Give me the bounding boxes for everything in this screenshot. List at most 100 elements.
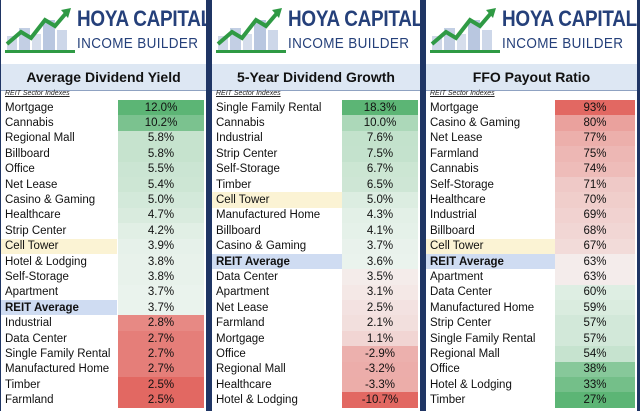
sector-value-cell: 10.0% — [342, 115, 418, 131]
sector-name: Industrial — [430, 209, 477, 222]
brand-header: HOYA CAPITAL INCOME BUILDER — [212, 0, 420, 62]
table-row: Manufactured Home 4.3% — [212, 207, 420, 224]
panel-title: 5-Year Dividend Growth — [212, 64, 420, 91]
sector-name: Timber — [5, 378, 41, 391]
sector-name: Data Center — [430, 286, 493, 299]
table-row: Office 38% — [426, 361, 637, 378]
table-row: Manufactured Home 59% — [426, 300, 637, 316]
brand-name: HOYA CAPITAL — [288, 6, 420, 31]
sector-name: Casino & Gaming — [216, 240, 307, 253]
brand-header: HOYA CAPITAL INCOME BUILDER — [1, 0, 206, 62]
sector-name: Hotel & Lodging — [5, 255, 87, 268]
sector-value-cell: 5.8% — [118, 146, 204, 162]
sector-name: Self-Storage — [430, 178, 494, 191]
table-row: Data Center 3.5% — [212, 269, 420, 285]
sector-value-cell: 54% — [555, 346, 635, 362]
table-row: Casino & Gaming 3.7% — [212, 238, 420, 254]
panel-ffo-payout: HOYA CAPITAL INCOME BUILDER FFO Payout R… — [426, 0, 637, 411]
sector-name: Single Family Rental — [430, 332, 536, 345]
sector-name: Billboard — [5, 147, 50, 160]
sector-name: Manufactured Home — [430, 301, 535, 314]
sector-value-cell: 7.6% — [342, 130, 418, 147]
sector-value-cell: 63% — [555, 269, 635, 285]
sector-value-cell: -3.2% — [342, 361, 418, 378]
sector-value-cell: 1.1% — [342, 330, 418, 347]
sector-name: Healthcare — [430, 194, 486, 207]
table-row: Self-Storage 6.7% — [212, 161, 420, 177]
table-row: Timber 2.5% — [1, 377, 206, 393]
sector-name: Cannabis — [216, 117, 265, 130]
sector-value-cell: 68% — [555, 223, 635, 239]
panel-dividend-growth: HOYA CAPITAL INCOME BUILDER 5-Year Divid… — [212, 0, 420, 411]
table-row: Healthcare -3.3% — [212, 377, 420, 393]
sector-value-cell: 7.5% — [342, 146, 418, 162]
table-row: Office 5.5% — [1, 161, 206, 177]
sector-name: Regional Mall — [5, 132, 75, 145]
table-row: Single Family Rental 18.3% — [212, 100, 420, 116]
sector-name: REIT Average — [426, 253, 556, 270]
sector-value-cell: 4.7% — [118, 207, 204, 224]
sector-value-cell: 2.7% — [118, 361, 204, 378]
brand-tagline: INCOME BUILDER — [77, 35, 199, 52]
table-row: Mortgage 93% — [426, 100, 637, 116]
table-row: Single Family Rental 2.7% — [1, 346, 206, 362]
sector-value-cell: 59% — [555, 300, 635, 316]
table-row: REIT Average 3.7% — [1, 300, 206, 316]
table-row: Farmland 2.1% — [212, 315, 420, 331]
sector-value-cell: 60% — [555, 284, 635, 301]
sector-name: Farmland — [216, 317, 265, 330]
table-row: Apartment 63% — [426, 269, 637, 285]
table-row: Self-Storage 71% — [426, 176, 637, 193]
table-row: REIT Average 63% — [426, 253, 637, 270]
sector-value-cell: 2.5% — [118, 377, 204, 393]
sector-value-cell: 10.2% — [118, 115, 204, 131]
logo-icon — [216, 8, 286, 53]
sector-value-cell: 63% — [555, 253, 635, 270]
sector-index-caption: REIT Sector Indexes — [5, 90, 70, 97]
sector-name: Apartment — [430, 270, 484, 283]
table-row: Industrial 69% — [426, 207, 637, 224]
sector-value-cell: 5.4% — [118, 176, 204, 193]
logo-icon — [430, 8, 500, 53]
brand-header: HOYA CAPITAL INCOME BUILDER — [426, 0, 637, 62]
sector-name: Industrial — [5, 317, 52, 330]
sector-value-cell: -2.9% — [342, 346, 418, 362]
sector-name: Self-Storage — [5, 270, 69, 283]
sector-name: Manufactured Home — [5, 363, 110, 376]
table-row: Hotel & Lodging -10.7% — [212, 392, 420, 408]
table-row: Apartment 3.1% — [212, 284, 420, 301]
sector-value-cell: 93% — [555, 100, 635, 116]
sector-value-cell: 3.8% — [118, 269, 204, 285]
sector-value-cell: 2.5% — [342, 300, 418, 316]
sector-name: Office — [5, 163, 35, 176]
table-row: Casino & Gaming 80% — [426, 115, 637, 131]
sector-value-cell: 38% — [555, 361, 635, 378]
panel-dividend-yield: HOYA CAPITAL INCOME BUILDER Average Divi… — [1, 0, 206, 411]
table-row: REIT Average 3.6% — [212, 253, 420, 270]
sector-value-cell: 74% — [555, 161, 635, 177]
sector-name: Self-Storage — [216, 163, 280, 176]
sector-value-cell: 2.5% — [118, 392, 204, 408]
table-row: Net Lease 2.5% — [212, 300, 420, 316]
sector-name: Industrial — [216, 132, 263, 145]
sector-name: Farmland — [5, 394, 54, 407]
table-row: Casino & Gaming 5.0% — [1, 192, 206, 208]
table-row: Cannabis 10.2% — [1, 115, 206, 131]
sector-name: Strip Center — [216, 147, 278, 160]
sector-index-caption: REIT Sector Indexes — [430, 90, 495, 97]
sector-value-cell: 6.7% — [342, 161, 418, 177]
sector-value-cell: 3.6% — [342, 253, 418, 270]
sector-name: Mortgage — [216, 332, 265, 345]
sector-value-cell: 12.0% — [118, 100, 204, 116]
sector-value-cell: 3.9% — [118, 238, 204, 254]
sector-value-cell: 57% — [555, 330, 635, 347]
table-row: Self-Storage 3.8% — [1, 269, 206, 285]
table-row: Billboard 4.1% — [212, 223, 420, 239]
sector-value-cell: 2.8% — [118, 315, 204, 331]
sector-name: Strip Center — [430, 317, 492, 330]
table-row: Manufactured Home 2.7% — [1, 361, 206, 378]
sector-name: Regional Mall — [430, 347, 500, 360]
sector-value-cell: 70% — [555, 192, 635, 208]
sector-table: Single Family Rental 18.3% Cannabis 10.0% In… — [212, 100, 420, 408]
